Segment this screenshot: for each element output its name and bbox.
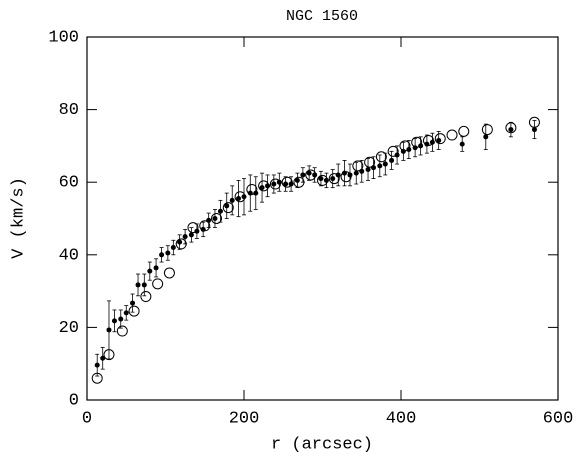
filled-point [217, 208, 223, 214]
filled-point [318, 176, 324, 182]
y-tick-label: 60 [59, 174, 79, 193]
x-tick-label: 200 [229, 409, 260, 428]
filled-point [111, 318, 117, 324]
open-point [152, 278, 164, 290]
filled-point [159, 252, 165, 258]
filled-point [123, 310, 129, 316]
open-point [411, 136, 423, 148]
filled-point [483, 134, 489, 140]
open-point [175, 238, 187, 250]
open-point [281, 176, 293, 188]
open-point [199, 220, 211, 232]
filled-point [177, 239, 183, 245]
filled-point [170, 245, 176, 251]
open-point [340, 171, 352, 183]
filled-point [212, 216, 218, 221]
filled-point [236, 196, 242, 202]
filled-point [323, 177, 329, 183]
x-axis-label: r (arcsec) [271, 435, 373, 454]
open-point [399, 140, 411, 152]
filled-point [353, 170, 359, 176]
open-point [163, 267, 175, 279]
filled-point [265, 183, 271, 189]
filled-point [94, 362, 100, 368]
open-point [293, 176, 305, 188]
filled-point [147, 268, 153, 274]
filled-point [229, 197, 235, 203]
open-point [375, 151, 387, 163]
open-point [317, 174, 328, 186]
filled-point [106, 327, 112, 333]
open-point [305, 169, 317, 181]
open-point [481, 124, 493, 136]
open-point [234, 191, 246, 203]
filled-point [389, 157, 395, 163]
filled-point [330, 176, 336, 182]
filled-point [459, 141, 465, 147]
y-axis-label: V (km/s) [9, 177, 28, 259]
open-point [364, 156, 376, 168]
filled-point [182, 234, 188, 240]
open-point [387, 145, 399, 157]
open-point [528, 116, 540, 128]
open-point [458, 125, 470, 137]
filled-point [508, 127, 514, 133]
x-tick-label: 600 [543, 409, 574, 428]
open-point [222, 202, 234, 214]
filled-point [135, 282, 141, 288]
open-point [258, 180, 270, 192]
open-point [246, 183, 258, 195]
filled-point [153, 265, 159, 271]
filled-point [165, 250, 171, 256]
open-point [211, 213, 223, 224]
filled-point [294, 177, 300, 183]
open-point [128, 305, 140, 317]
open-point [352, 160, 364, 172]
open-point [116, 325, 128, 337]
open-point [505, 122, 517, 134]
y-tick-label: 0 [69, 391, 79, 410]
y-tick-label: 100 [48, 28, 79, 47]
y-tick-label: 80 [59, 101, 79, 120]
filled-point [100, 355, 106, 361]
open-point [446, 129, 458, 141]
filled-point [224, 203, 230, 209]
filled-point [377, 163, 383, 169]
filled-point [531, 127, 537, 133]
plot-frame [86, 36, 559, 401]
open-point [328, 173, 340, 185]
filled-point [241, 194, 247, 200]
open-point [269, 178, 281, 190]
filled-point [300, 172, 306, 178]
filled-point [271, 181, 277, 187]
x-tick-label: 0 [82, 409, 92, 428]
open-point [103, 349, 115, 361]
x-tick-label: 400 [386, 409, 417, 428]
filled-point [259, 185, 265, 191]
open-point [434, 133, 446, 145]
y-tick-label: 20 [59, 319, 79, 338]
filled-point [188, 232, 194, 238]
filled-point [118, 316, 124, 322]
open-point [422, 134, 434, 146]
open-point [187, 222, 199, 234]
filled-point [130, 300, 136, 306]
chart-title: NGC 1560 [286, 8, 358, 25]
y-tick-label: 40 [59, 246, 79, 265]
filled-point [283, 181, 289, 187]
open-point [91, 372, 103, 384]
open-point [140, 291, 152, 303]
filled-point [141, 282, 147, 288]
filled-point [365, 166, 371, 172]
filled-point [306, 170, 312, 176]
filled-point [436, 137, 442, 143]
filled-point [382, 161, 388, 167]
filled-point [312, 172, 318, 178]
